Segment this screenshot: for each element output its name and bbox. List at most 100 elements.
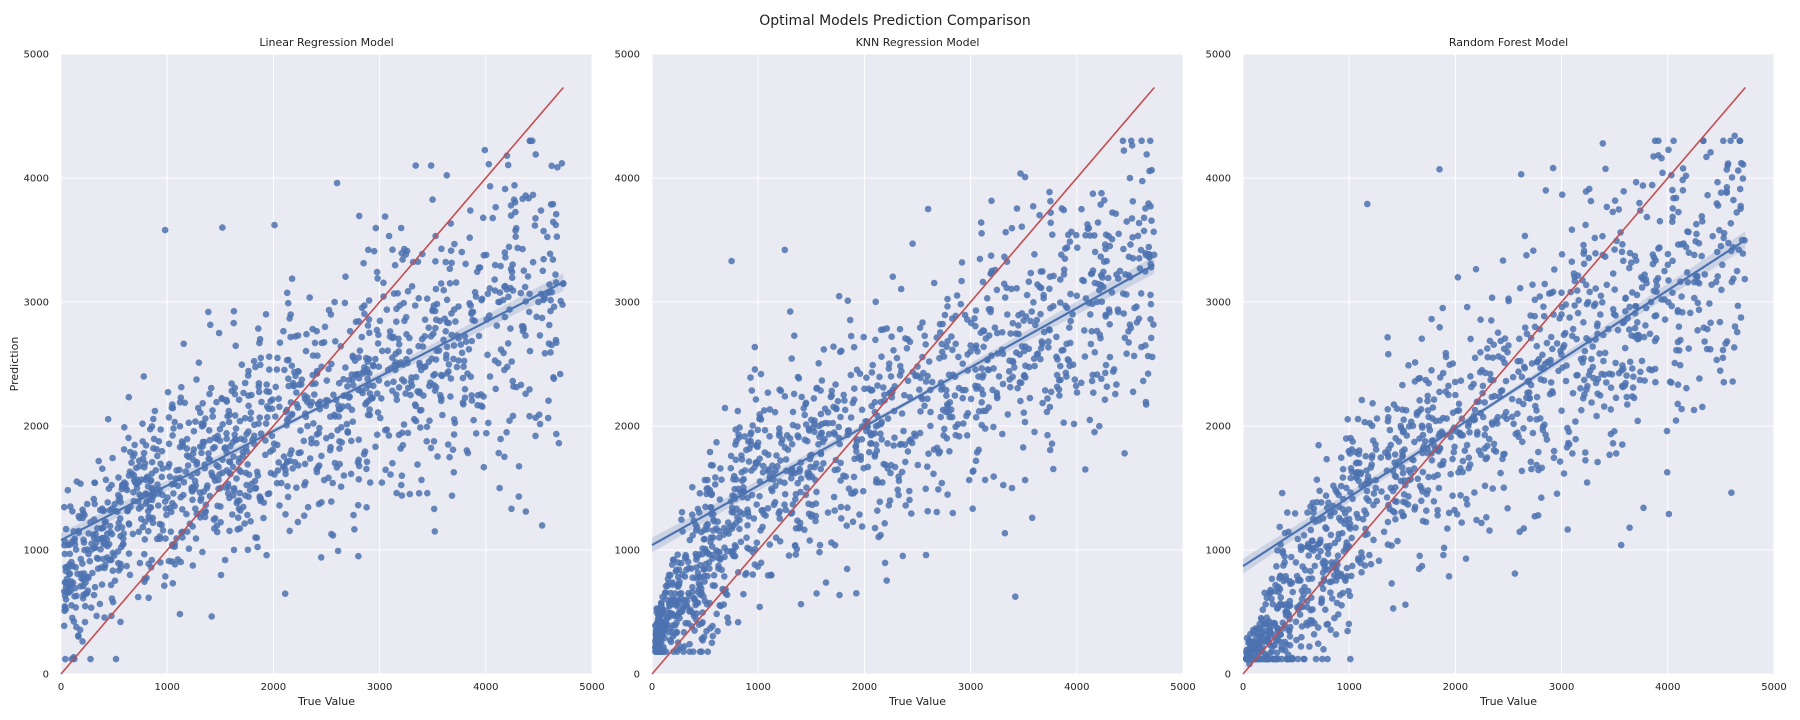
y-tick-label: 1000 [1206,546,1231,557]
data-point [83,500,91,508]
data-point [732,441,739,448]
data-point [478,296,485,304]
data-point [1312,655,1320,663]
data-points [652,137,1158,655]
data-point [492,203,500,211]
data-point [1691,294,1698,302]
data-point [1306,643,1313,650]
data-point [179,506,186,513]
data-point [987,308,994,316]
data-point [1723,189,1730,196]
data-point [1428,315,1435,323]
data-point [706,448,714,456]
data-point [176,443,184,451]
data-point [438,371,445,379]
data-point [1628,332,1635,339]
data-point [897,285,905,293]
data-point [837,413,844,421]
data-point [1739,175,1747,182]
data-point [1629,289,1636,296]
data-point [1685,228,1692,236]
data-point [1658,154,1665,162]
data-point [801,436,809,444]
data-point [419,250,426,258]
data-point [1026,394,1034,402]
data-point [282,511,289,518]
data-point [851,385,858,392]
data-point [1683,384,1690,392]
data-point [935,486,942,493]
data-point [1091,428,1098,436]
data-point [293,389,300,396]
y-tick-label: 0 [1225,670,1231,681]
data-point [1611,197,1619,204]
data-point [340,472,348,479]
data-point [1553,490,1561,498]
x-tick-label: 1000 [1336,682,1361,693]
data-point [192,418,199,425]
data-point [802,421,810,428]
data-point [1345,506,1353,513]
data-point [811,428,818,436]
data-point [284,299,292,307]
data-point [1559,364,1566,371]
data-point [1440,544,1448,552]
data-point [248,391,255,399]
data-point [509,261,516,268]
data-point [294,404,302,412]
data-point [1466,429,1473,436]
data-point [1607,406,1615,413]
data-point [1445,391,1452,399]
data-point [980,343,987,351]
data-point [1297,643,1305,650]
data-point [283,289,291,297]
data-point [1626,326,1633,333]
data-point [171,561,179,568]
x-tick-label: 0 [649,682,655,693]
data-point [972,457,980,465]
data-point [446,265,454,273]
data-point [81,618,89,626]
data-point [1524,389,1531,397]
data-point [1548,388,1556,395]
data-point [1478,366,1486,374]
data-point [1583,479,1591,486]
data-point [993,286,1001,294]
data-point [754,443,761,451]
data-point [464,449,472,457]
data-point [1366,551,1373,559]
data-point [442,355,450,362]
data-point [938,340,946,348]
data-point [302,347,310,355]
data-point [955,353,962,361]
data-point [190,427,198,435]
data-point [1001,294,1009,301]
data-point [1582,281,1590,289]
data-point [954,421,962,428]
data-point [508,268,516,276]
data-point [707,504,715,511]
data-point [1430,396,1438,403]
data-point [847,371,855,379]
data-point [718,476,725,484]
data-point [510,383,517,390]
data-point [1531,312,1538,320]
data-point [1002,228,1009,236]
data-point [1435,484,1443,492]
data-point [1045,326,1053,333]
data-point [1121,450,1128,457]
data-point [430,372,437,379]
data-point [955,384,963,392]
data-point [1327,531,1335,539]
data-point [230,453,237,461]
data-point [224,490,232,497]
data-point [1508,413,1516,421]
data-point [116,494,124,501]
data-point [489,214,497,222]
data-point [963,432,971,439]
data-point [462,338,470,346]
data-point [850,343,858,351]
data-point [1282,572,1289,580]
data-point [659,645,666,653]
data-point [328,498,335,505]
